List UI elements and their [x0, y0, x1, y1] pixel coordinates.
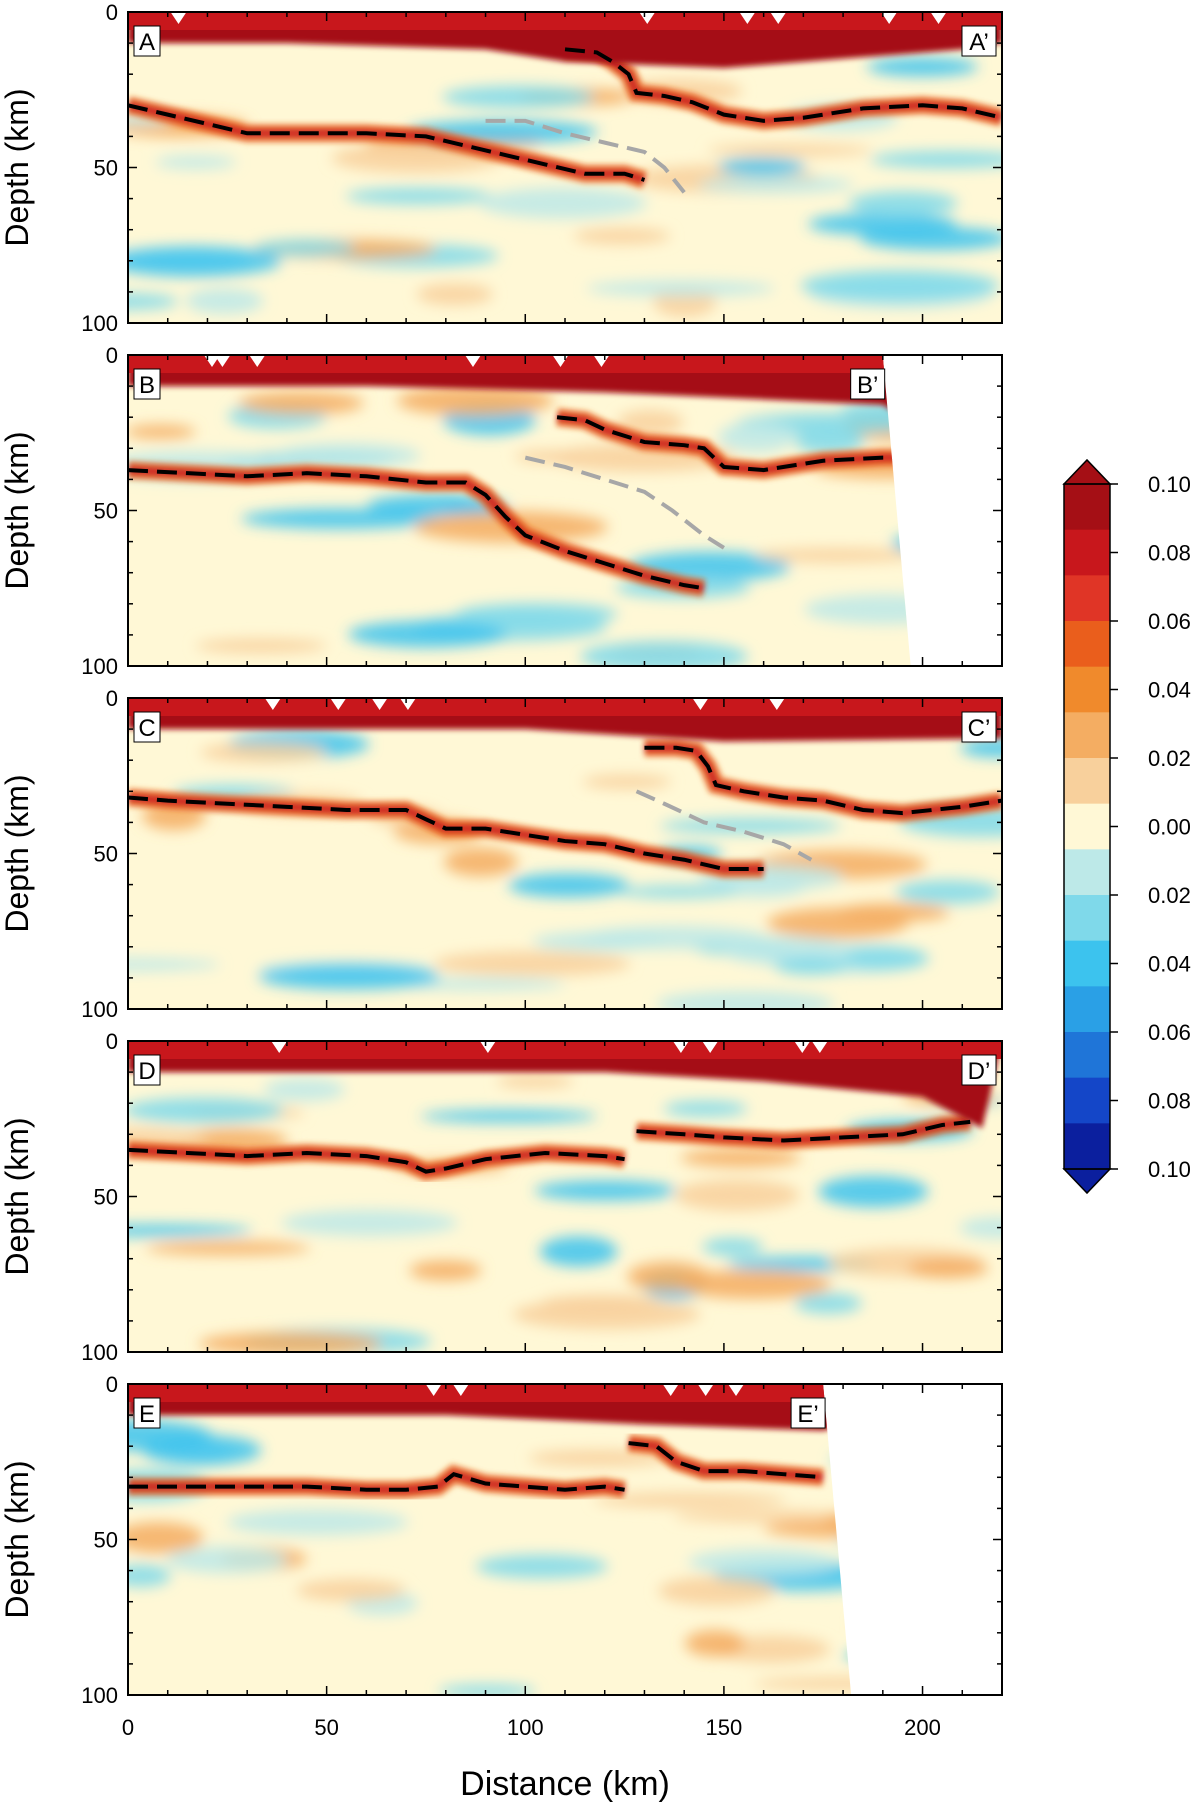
panel-image	[128, 12, 1002, 323]
colorbar-swatch	[1064, 712, 1110, 759]
colorbar-tick-label: 0.04	[1148, 952, 1191, 977]
y-tick-label: 100	[81, 997, 118, 1022]
profile-start-label: C	[138, 715, 155, 742]
colorbar-swatch	[1064, 1032, 1110, 1079]
profile-end-label: A’	[969, 29, 989, 56]
moho-interface-line	[564, 47, 1002, 123]
moho-interface-line	[628, 1441, 824, 1480]
y-tick-label: 0	[106, 0, 118, 25]
x-tick-label: 0	[122, 1715, 134, 1740]
moho-interface-line	[128, 103, 646, 182]
y-axis-label: Depth (km)	[0, 774, 35, 932]
x-tick-label: 50	[314, 1715, 338, 1740]
moho-interface-line	[128, 795, 764, 872]
colorbar-swatch	[1064, 529, 1110, 576]
panel-e: 0 50 100 Depth (km) E E’	[0, 1372, 1003, 1708]
colorbar-tick-label: 0.00	[1148, 815, 1191, 840]
colorbar-swatch	[1064, 666, 1110, 713]
colorbar-swatch	[1064, 986, 1110, 1033]
y-axis-label: Depth (km)	[0, 88, 35, 246]
colorbar-swatch	[1064, 1123, 1110, 1170]
panel-a: 0 50 100 Depth (km) A A’	[0, 0, 1003, 336]
colorbar-tick-label: 0.06	[1148, 1020, 1191, 1045]
profile-end-label: C’	[968, 715, 991, 742]
x-axis-label: Distance (km)	[460, 1765, 670, 1803]
y-tick-label: 50	[94, 842, 118, 867]
y-tick-label: 50	[94, 499, 118, 524]
y-axis-label: Depth (km)	[0, 1117, 35, 1275]
moho-interface-line	[644, 745, 1002, 816]
colorbar-tick-label: 0.04	[1148, 678, 1191, 703]
colorbar-swatch	[1064, 575, 1110, 622]
colorbar-tick-label: 0.08	[1148, 541, 1191, 566]
y-tick-label: 50	[94, 1185, 118, 1210]
colorbar-tick-label: 0.08	[1148, 1089, 1191, 1114]
y-tick-label: 50	[94, 156, 118, 181]
x-tick-label: 150	[706, 1715, 743, 1740]
panel-image	[128, 1384, 852, 1695]
colorbar-top-extension	[1062, 458, 1112, 485]
profile-start-label: E	[139, 1401, 155, 1428]
colorbar-bottom-extension	[1062, 1168, 1112, 1195]
panel-c: 0 50 100 Depth (km) C C’	[0, 686, 1003, 1022]
colorbar-tick-label: 0.10	[1148, 1157, 1191, 1182]
colorbar-swatch	[1064, 758, 1110, 805]
moho-interface-line	[128, 1471, 625, 1492]
y-tick-label: 100	[81, 654, 118, 679]
y-tick-label: 50	[94, 1528, 118, 1553]
y-axis-label: Depth (km)	[0, 1460, 35, 1618]
profile-start-label: D	[138, 1058, 155, 1085]
y-tick-label: 0	[106, 1372, 118, 1397]
colorbar-tick-label: 0.06	[1148, 609, 1191, 634]
profile-start-label: A	[139, 29, 155, 56]
colorbar-swatch	[1064, 895, 1110, 942]
colorbar-tick-label: 0.10	[1148, 472, 1191, 497]
profile-end-label: B’	[857, 372, 878, 399]
y-tick-label: 0	[106, 686, 118, 711]
panel-image	[128, 1041, 1002, 1352]
colorbar-swatch	[1064, 621, 1110, 668]
y-tick-label: 100	[81, 1340, 118, 1365]
moho-interface-line	[128, 468, 705, 591]
colorbar-swatch	[1064, 849, 1110, 896]
moho-interface-line	[636, 1119, 971, 1143]
y-tick-label: 100	[81, 1683, 118, 1708]
colorbar-tick-label: 0.02	[1148, 746, 1191, 771]
x-tick-label: 100	[507, 1715, 544, 1740]
gray-interface-line	[635, 789, 813, 862]
x-tick-label: 200	[904, 1715, 941, 1740]
colorbar-swatch	[1064, 940, 1110, 987]
panel-d: 0 50 100 Depth (km) D D’	[0, 1029, 1003, 1365]
y-tick-label: 100	[81, 311, 118, 336]
panel-image	[128, 698, 1002, 1009]
gray-interface-line	[524, 455, 725, 550]
colorbar-swatch	[1064, 484, 1110, 531]
colorbar-swatch	[1064, 803, 1110, 850]
profile-start-label: B	[139, 372, 155, 399]
colorbar-swatch	[1064, 1077, 1110, 1124]
y-tick-label: 0	[106, 343, 118, 368]
y-tick-label: 0	[106, 1029, 118, 1054]
colorbar-tick-label: 0.02	[1148, 883, 1191, 908]
profile-end-label: D’	[968, 1058, 991, 1085]
panels-group: 0 50 100 Depth (km) A A’ 0 50 100 Depth (km) B B’ 0 5…	[0, 0, 1003, 1708]
moho-interface-line	[556, 415, 903, 473]
y-axis-label: Depth (km)	[0, 431, 35, 589]
shared-x-axis: 0 50 100 150 200 Distance (km)	[122, 1715, 941, 1803]
panel-image	[128, 355, 911, 666]
panel-b: 0 50 100 Depth (km) B B’	[0, 343, 1003, 679]
gray-interface-line	[485, 118, 686, 194]
profile-end-label: E’	[797, 1401, 818, 1428]
colorbar: 0.10 0.08 0.06 0.04 0.02 0.00 0.02 0.04 0.06 0.08…	[1062, 458, 1191, 1195]
